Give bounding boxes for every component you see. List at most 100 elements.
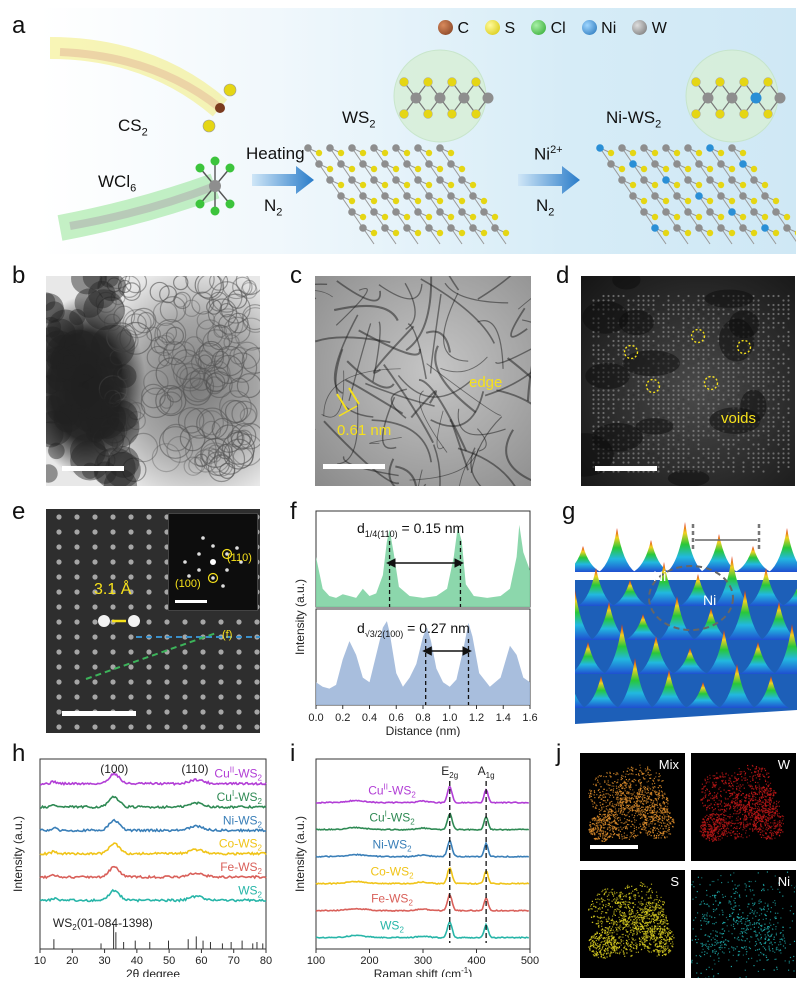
f-xtick: 0.8	[415, 712, 430, 724]
label-ni2plus: Ni2+	[534, 144, 563, 165]
h-peak-110: (110)	[181, 762, 208, 776]
chart-h-series-label: Ni-WS2	[223, 813, 263, 829]
panel-label-c: c	[290, 262, 302, 290]
chart-h-xtick: 20	[66, 955, 78, 967]
eds-tile-mix: Mix	[580, 753, 685, 861]
chart-i-series-label: CuI-WS2	[369, 810, 415, 827]
g-peak	[735, 546, 771, 572]
spacing-label-e: 3.1 Å	[94, 581, 131, 599]
wcl6-comet	[60, 157, 235, 229]
scale-bar-fft	[175, 600, 207, 603]
chart-h-xtick: 40	[131, 955, 143, 967]
eds-label-ni: Ni	[778, 874, 790, 889]
g-peak	[667, 522, 703, 572]
ws2-lattice	[304, 144, 509, 244]
chart-i-series-label: WS2	[380, 919, 404, 935]
label-ws2: WS2	[342, 108, 376, 130]
legend-cl: Cl	[531, 20, 566, 38]
tem-image-c: 0.61 nm edge	[315, 276, 531, 486]
legend-ni: Ni	[582, 20, 617, 38]
surface-plot-g: 3.1 Å Ni Ni	[575, 510, 797, 724]
niws2-lattice	[596, 144, 796, 244]
panel-label-a: a	[12, 12, 25, 40]
f-top-label: d1/4(110) = 0.15 nm	[357, 520, 464, 539]
chart-h-xtick: 60	[195, 955, 207, 967]
label-wcl6: WCl6	[98, 172, 136, 194]
chart-h-series-label: WS2	[238, 883, 262, 899]
arrow-heating	[252, 166, 314, 194]
h-peak-100: (100)	[100, 762, 128, 776]
arrow-ni	[518, 166, 580, 194]
chart-i-xtick: 500	[521, 955, 539, 967]
chart-i-ylabel: Intensity (a.u.)	[293, 816, 307, 892]
chart-i-series-2	[316, 841, 529, 857]
f-xtick: 1.6	[522, 712, 537, 724]
f-ylabel: Intensity (a.u.)	[293, 579, 307, 655]
eds-label-s: S	[670, 874, 679, 889]
eds-tile-ni: Ni	[691, 870, 796, 978]
chart-h-xtick: 10	[34, 955, 46, 967]
haadf-image-d: voids	[581, 276, 795, 486]
f-xtick: 0.0	[308, 712, 323, 724]
chart-h-series-label: CuI-WS2	[217, 789, 263, 806]
chart-i-series-label: Fe-WS2	[371, 892, 413, 908]
legend-w: W	[632, 20, 667, 38]
chart-i-series-label: CuII-WS2	[368, 783, 416, 800]
chart-h-ylabel: Intensity (a.u.)	[11, 816, 25, 892]
panel-label-d: d	[556, 262, 569, 290]
chart-h-series-label: Fe-WS2	[220, 860, 262, 876]
f-xtick: 0.4	[362, 712, 377, 724]
legend-s: S	[485, 20, 515, 38]
chart-h-xtick: 30	[98, 955, 110, 967]
chart-i-xlabel: Raman shift (cm-1)	[374, 966, 472, 977]
g-ni-label-2: Ni	[703, 592, 716, 608]
chart-h-series-5	[40, 890, 266, 901]
label-niws2: Ni-WS2	[606, 108, 661, 130]
edge-label: edge	[469, 374, 502, 391]
haadf-image-e: 3.1 Å (110) (100) (f)	[46, 509, 260, 733]
spacing-label-c: 0.61 nm	[337, 422, 391, 439]
voids-label: voids	[721, 410, 756, 427]
scale-bar-j	[590, 845, 638, 849]
f-xtick: 0.2	[335, 712, 350, 724]
panel-a-schematic: C S Cl Ni W CS2 WCl6 Heating N2 WS2 Ni2+…	[40, 8, 796, 254]
fft-inset: (110) (100)	[168, 513, 258, 611]
eds-label-mix: Mix	[659, 757, 679, 772]
panel-label-g: g	[562, 498, 575, 526]
f-xtick: 1.4	[496, 712, 511, 724]
chart-i-series-label: Ni-WS2	[372, 838, 412, 854]
scale-bar-d	[595, 466, 657, 471]
scale-bar-b	[62, 466, 124, 471]
eds-tile-w: W	[691, 753, 796, 861]
fft-label-100: (100)	[175, 578, 201, 590]
g-ni-label-1: Ni	[653, 568, 666, 584]
panel-label-e: e	[12, 498, 25, 526]
i-peak-label: A1g	[478, 764, 495, 780]
g-peak	[575, 546, 601, 572]
chart-i-series-label: Co-WS2	[370, 865, 414, 881]
tem-image-b	[46, 276, 260, 486]
f-xlabel: Distance (nm)	[386, 724, 461, 737]
g-spacing-label: 3.1 Å	[699, 520, 734, 537]
chart-i-xtick: 400	[467, 955, 485, 967]
eds-maps: Mix W S Ni	[580, 753, 796, 978]
chart-i-series-1	[316, 814, 529, 830]
f-bottom-label: d√3/2(100) = 0.27 nm	[357, 620, 470, 639]
h-reference-label: WS2(01-084-1398)	[53, 916, 153, 932]
fft-label-110: (110)	[227, 552, 252, 564]
chart-i-xtick: 200	[360, 955, 378, 967]
label-cs2: CS2	[118, 116, 148, 138]
eds-label-w: W	[778, 757, 790, 772]
chart-h-xlabel: 2θ degree	[126, 967, 180, 977]
g-peak	[599, 528, 635, 572]
chart-i-series-4	[316, 895, 529, 911]
chart-h-series-label: Co-WS2	[219, 837, 263, 853]
profile-label: (f)	[222, 629, 232, 641]
atom-legend: C S Cl Ni W	[438, 20, 667, 38]
chart-i-series-3	[316, 868, 529, 884]
f-xtick: 1.0	[442, 712, 457, 724]
label-n2-1: N2	[264, 196, 282, 218]
chart-i-series-0	[316, 787, 529, 803]
f-xtick: 1.2	[469, 712, 484, 724]
